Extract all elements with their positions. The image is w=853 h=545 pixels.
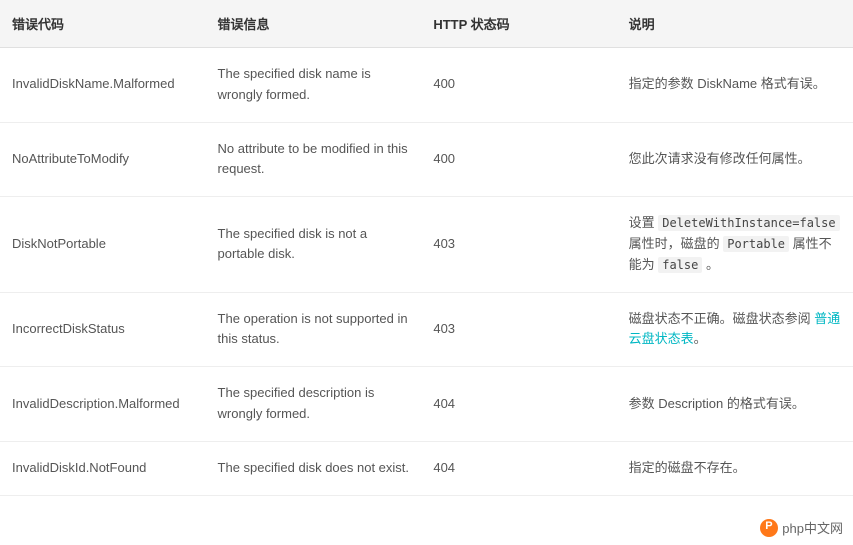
cell-message: The specified disk is not a portable dis… <box>206 197 422 292</box>
cell-message: The specified disk does not exist. <box>206 441 422 495</box>
cell-message: The specified description is wrongly for… <box>206 367 422 442</box>
desc-link[interactable]: 普通云盘状态表 <box>629 311 841 347</box>
header-status: HTTP 状态码 <box>421 0 616 48</box>
cell-desc: 参数 Description 的格式有误。 <box>617 367 853 442</box>
table-body: InvalidDiskName.MalformedThe specified d… <box>0 48 853 496</box>
header-code: 错误代码 <box>0 0 206 48</box>
cell-desc: 您此次请求没有修改任何属性。 <box>617 122 853 197</box>
cell-desc: 指定的参数 DiskName 格式有误。 <box>617 48 853 123</box>
table-row: DiskNotPortableThe specified disk is not… <box>0 197 853 292</box>
watermark-label: php中文网 <box>782 518 843 537</box>
table-row: NoAttributeToModifyNo attribute to be mo… <box>0 122 853 197</box>
inline-code: false <box>658 257 702 273</box>
cell-code: DiskNotPortable <box>0 197 206 292</box>
watermark: php中文网 <box>760 518 843 537</box>
table-row: InvalidDiskName.MalformedThe specified d… <box>0 48 853 123</box>
error-code-table: 错误代码 错误信息 HTTP 状态码 说明 InvalidDiskName.Ma… <box>0 0 853 496</box>
inline-code: Portable <box>723 236 789 252</box>
cell-code: NoAttributeToModify <box>0 122 206 197</box>
table-row: InvalidDiskId.NotFoundThe specified disk… <box>0 441 853 495</box>
table-row: IncorrectDiskStatusThe operation is not … <box>0 292 853 367</box>
table-header-row: 错误代码 错误信息 HTTP 状态码 说明 <box>0 0 853 48</box>
cell-status: 403 <box>421 197 616 292</box>
php-logo-icon <box>760 519 778 537</box>
header-message: 错误信息 <box>206 0 422 48</box>
cell-message: No attribute to be modified in this requ… <box>206 122 422 197</box>
cell-status: 403 <box>421 292 616 367</box>
cell-status: 400 <box>421 48 616 123</box>
cell-message: The operation is not supported in this s… <box>206 292 422 367</box>
cell-code: InvalidDiskId.NotFound <box>0 441 206 495</box>
cell-status: 404 <box>421 367 616 442</box>
header-desc: 说明 <box>617 0 853 48</box>
cell-code: InvalidDescription.Malformed <box>0 367 206 442</box>
cell-status: 404 <box>421 441 616 495</box>
cell-desc: 指定的磁盘不存在。 <box>617 441 853 495</box>
cell-desc: 设置 DeleteWithInstance=false 属性时，磁盘的 Port… <box>617 197 853 292</box>
cell-message: The specified disk name is wrongly forme… <box>206 48 422 123</box>
inline-code: DeleteWithInstance=false <box>658 215 839 231</box>
cell-status: 400 <box>421 122 616 197</box>
cell-code: InvalidDiskName.Malformed <box>0 48 206 123</box>
cell-code: IncorrectDiskStatus <box>0 292 206 367</box>
cell-desc: 磁盘状态不正确。磁盘状态参阅 普通云盘状态表。 <box>617 292 853 367</box>
table-row: InvalidDescription.MalformedThe specifie… <box>0 367 853 442</box>
